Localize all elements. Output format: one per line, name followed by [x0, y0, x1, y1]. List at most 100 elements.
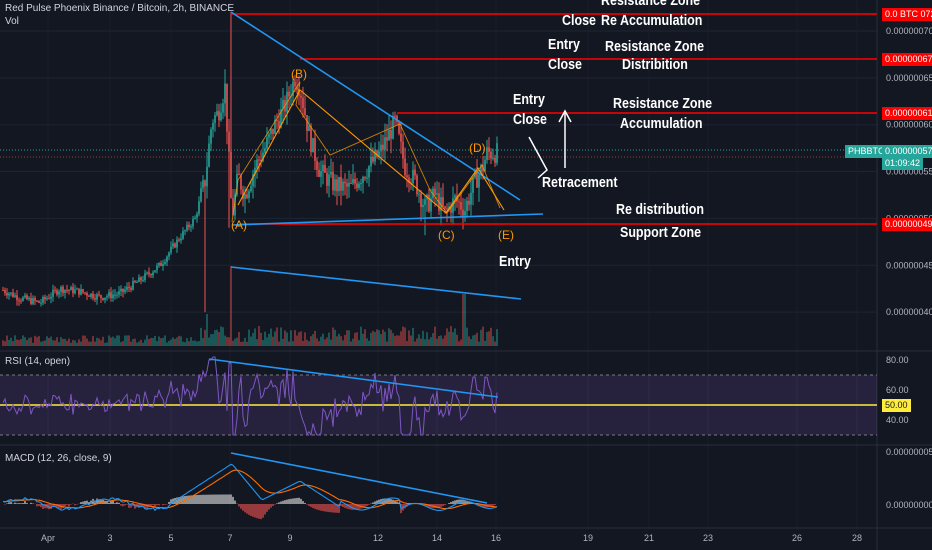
volume-bar — [154, 335, 156, 346]
volume-bar — [104, 342, 106, 346]
volume-bar — [38, 336, 40, 346]
candle-body — [164, 261, 166, 264]
candle-body — [472, 177, 474, 193]
entry3-label: Entry — [513, 92, 545, 108]
candle-body — [162, 263, 164, 267]
level-tag-61: 0.00000061 — [882, 107, 932, 120]
res3-line1: Resistance Zone — [613, 96, 713, 112]
res2-line2: Distribition — [622, 57, 688, 73]
candle-body — [326, 172, 328, 186]
volume-bar — [136, 342, 138, 346]
candle-body — [36, 300, 38, 302]
candle-body — [274, 119, 276, 134]
candle-body — [388, 129, 390, 141]
candle-body — [122, 288, 124, 292]
candle-body — [406, 175, 408, 178]
candle-body — [444, 206, 446, 209]
volume-bar — [382, 329, 384, 346]
volume-bar — [60, 337, 62, 346]
candle-body — [308, 125, 310, 131]
volume-bar — [274, 331, 276, 346]
symbol-tag: PHBBTC — [845, 145, 888, 158]
macd-line — [2, 463, 498, 512]
candle-body — [116, 294, 118, 296]
volume-bar — [180, 336, 182, 346]
candle-body — [198, 201, 200, 214]
volume-bar — [316, 338, 318, 346]
candle-body — [8, 293, 10, 296]
volume-bar — [134, 338, 136, 346]
volume-bar — [310, 336, 312, 346]
volume-bar — [314, 330, 316, 346]
wave-label-a: (A) — [231, 218, 247, 232]
volume-bar — [24, 337, 26, 346]
volume-bar — [112, 336, 114, 346]
candle-body — [364, 177, 366, 179]
candle-body — [260, 160, 262, 162]
candle-body — [144, 273, 146, 281]
volume-bar — [236, 337, 238, 346]
sup-line1: Re distribution — [616, 202, 704, 218]
candle-body — [294, 81, 296, 87]
volume-bar — [396, 335, 398, 346]
volume-bar — [478, 341, 480, 346]
volume-bar — [258, 326, 260, 346]
candle-body — [32, 298, 34, 304]
volume-label: Vol — [5, 16, 19, 27]
candle-body — [288, 91, 290, 97]
candle-body — [146, 272, 148, 274]
volume-bar — [254, 328, 256, 346]
candle-body — [242, 189, 244, 199]
volume-bar — [118, 335, 120, 346]
wave-zigzag-minor — [231, 81, 501, 223]
volume-bar — [200, 327, 202, 346]
candle-body — [470, 192, 472, 205]
volume-bar — [332, 327, 334, 346]
candle-body — [404, 158, 406, 176]
volume-bar — [206, 314, 208, 346]
candle-body — [154, 270, 156, 273]
volume-bar — [84, 335, 86, 346]
volume-bar — [404, 327, 406, 346]
candle-body — [180, 238, 182, 241]
volume-bar — [16, 339, 18, 346]
candle-body — [90, 293, 92, 297]
volume-bar — [54, 340, 56, 346]
volume-bar — [240, 341, 242, 346]
candle-body — [268, 133, 270, 138]
volume-bar — [456, 334, 458, 346]
volume-bar — [416, 338, 418, 346]
rsi-current-tag: 50.00 — [882, 399, 911, 412]
candle-body — [396, 115, 398, 123]
candle-body — [214, 115, 216, 123]
volume-bar — [248, 329, 250, 346]
candle-body — [4, 290, 6, 294]
volume-bar — [366, 338, 368, 346]
volume-bar — [302, 340, 304, 346]
volume-bar — [114, 338, 116, 346]
candle-body — [356, 183, 358, 188]
candle-body — [276, 119, 278, 122]
volume-bar — [172, 337, 174, 346]
volume-bar — [162, 337, 164, 346]
candle-body — [68, 290, 70, 292]
macd-title: MACD (12, 26, close, 9) — [5, 453, 112, 464]
candle-body — [478, 174, 480, 188]
res1-line1: Resistance Zone — [601, 0, 701, 9]
close1-label: Close — [562, 13, 596, 29]
volume-bar — [434, 326, 436, 346]
volume-bar — [110, 337, 112, 346]
date-tick-label: 5 — [168, 533, 173, 543]
candle-body — [190, 226, 192, 228]
candle-body — [142, 280, 144, 282]
volume-bar — [184, 342, 186, 346]
volume-bar — [176, 337, 178, 346]
candle-body — [104, 297, 106, 300]
volume-bar — [108, 335, 110, 346]
volume-bar — [414, 341, 416, 346]
volume-bar — [160, 338, 162, 346]
candle-body — [196, 213, 198, 218]
volume-bar — [46, 336, 48, 346]
